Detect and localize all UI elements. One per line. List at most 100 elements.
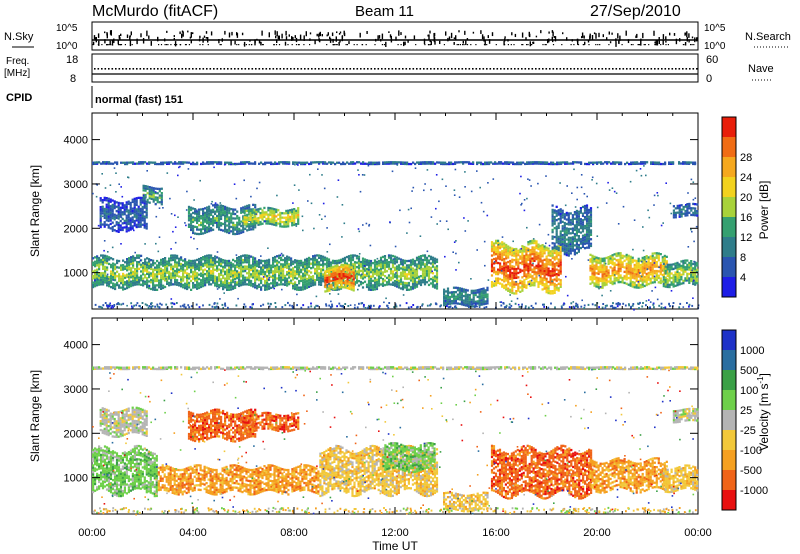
echo-cell	[639, 275, 642, 278]
echo-cell	[198, 269, 201, 272]
echo-cell	[326, 270, 329, 273]
echo-cell	[182, 272, 185, 276]
echo-cell	[379, 261, 383, 264]
echo-cell	[265, 217, 268, 221]
echo-cell	[399, 267, 403, 270]
echo-cell	[541, 250, 544, 253]
nsky-mark	[521, 32, 524, 38]
echo-cell	[310, 282, 313, 285]
echo-cell	[517, 262, 520, 266]
echo-cell	[121, 211, 124, 214]
echo-cell	[409, 268, 413, 271]
echo-cell	[271, 209, 274, 213]
echo-cell	[208, 205, 211, 208]
echo-cell	[232, 210, 235, 213]
echo-cell	[551, 228, 554, 232]
echo-cell	[208, 223, 211, 226]
echo-cell	[513, 274, 516, 277]
echo-cell	[101, 223, 104, 226]
echo-cell	[228, 259, 231, 263]
echo-cell	[361, 264, 365, 267]
echo-cell	[379, 283, 383, 286]
echo-cell	[495, 257, 498, 260]
echo-cell	[262, 271, 265, 274]
echo-cell	[126, 284, 129, 287]
echo-cell	[156, 273, 159, 276]
echo-cell	[567, 230, 570, 233]
echo-cell	[146, 281, 149, 284]
echo-cell	[104, 276, 107, 280]
echo-cell	[214, 219, 217, 222]
echo-cell	[637, 279, 640, 283]
echo-cell	[647, 278, 650, 281]
echo-cell	[593, 284, 596, 287]
echo-cell	[304, 269, 307, 273]
echo-cell	[120, 268, 123, 271]
echo-cell	[142, 273, 145, 276]
echo-cell	[385, 259, 389, 262]
echo-cell	[132, 275, 135, 278]
echo-cell	[585, 226, 589, 229]
echo-cell	[393, 280, 397, 283]
echo-cell	[458, 298, 461, 301]
nsky-mark	[341, 36, 343, 42]
echo-cell	[122, 268, 125, 271]
echo-cell	[112, 282, 115, 285]
echo-cell	[119, 202, 122, 205]
echo-cell	[605, 267, 608, 271]
echo-cell	[176, 263, 179, 266]
echo-cell	[104, 261, 107, 264]
echo-cell	[505, 255, 508, 258]
echo-cell	[395, 269, 399, 273]
echo-cell	[103, 214, 106, 217]
echo-cell	[565, 242, 568, 246]
echo-cell	[274, 260, 277, 263]
echo-cell	[555, 288, 558, 291]
echo-cell	[230, 279, 233, 282]
echo-cell	[261, 218, 264, 221]
echo-cell	[119, 228, 122, 232]
echo-cell	[452, 302, 456, 305]
echo-cell	[268, 287, 271, 290]
echo-cell	[152, 272, 155, 276]
echo-cell	[143, 222, 146, 225]
echo-cell	[435, 258, 439, 261]
echo-cell	[121, 217, 124, 221]
echo-cell	[668, 268, 671, 271]
echo-cell	[507, 267, 510, 270]
echo-cell	[435, 260, 439, 263]
echo-cell	[206, 281, 209, 284]
echo-cell	[187, 214, 191, 217]
echo-cell	[192, 259, 195, 263]
echo-cell	[511, 280, 514, 284]
echo-cell	[212, 204, 215, 207]
echo-cell	[555, 253, 558, 256]
echo-cell	[499, 255, 502, 259]
echo-cell	[557, 218, 560, 221]
echo-cell	[501, 245, 504, 248]
nsearch-mark	[260, 44, 262, 46]
echo-cell	[573, 211, 576, 214]
echo-cell	[448, 298, 452, 301]
echo-cell	[591, 276, 594, 280]
echo-cell	[645, 257, 648, 260]
echo-cell	[599, 259, 602, 263]
echo-cell	[141, 217, 144, 220]
echo-cell	[248, 270, 251, 273]
echo-cell	[210, 213, 213, 216]
echo-cell	[240, 255, 243, 258]
echo-cell	[268, 272, 271, 275]
echo-cell	[295, 209, 298, 212]
echo-cell	[139, 218, 142, 222]
echo-cell	[120, 279, 123, 283]
nsearch-mark	[278, 44, 281, 46]
echo-cell	[214, 262, 217, 265]
echo-cell	[125, 230, 128, 233]
echo-cell	[99, 225, 102, 229]
echo-cell	[521, 287, 524, 290]
echo-cell	[563, 235, 566, 238]
echo-cell	[210, 220, 213, 223]
echo-cell	[192, 231, 195, 235]
echo-cell	[274, 255, 277, 259]
echo-cell	[549, 290, 552, 293]
